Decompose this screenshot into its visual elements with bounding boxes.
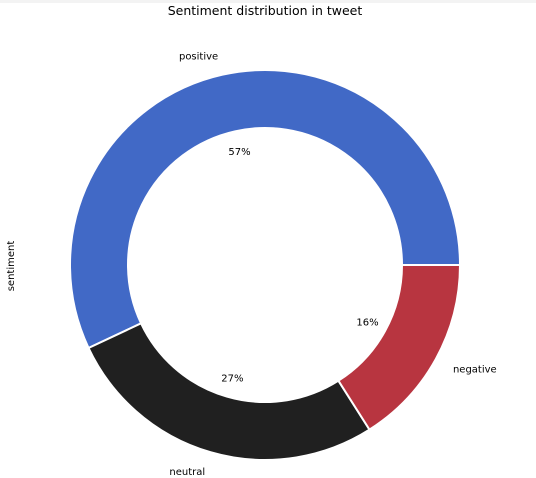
slice-label-neutral: neutral <box>169 467 205 478</box>
slice-negative <box>337 264 462 432</box>
slices-group <box>69 69 462 461</box>
slice-percent-negative: 16% <box>356 317 378 328</box>
labels-group: positive 57% neutral 27% negative 16% <box>169 52 496 478</box>
slice-neutral <box>87 322 371 461</box>
chart-title: Sentiment distribution in tweet <box>168 3 363 18</box>
y-axis-label: sentiment <box>6 241 17 292</box>
slice-positive <box>69 69 462 350</box>
top-strip <box>0 0 536 3</box>
slice-label-negative: negative <box>453 364 497 375</box>
slice-label-positive: positive <box>179 52 218 63</box>
slice-percent-positive: 57% <box>228 147 250 158</box>
slice-percent-neutral: 27% <box>221 373 243 384</box>
